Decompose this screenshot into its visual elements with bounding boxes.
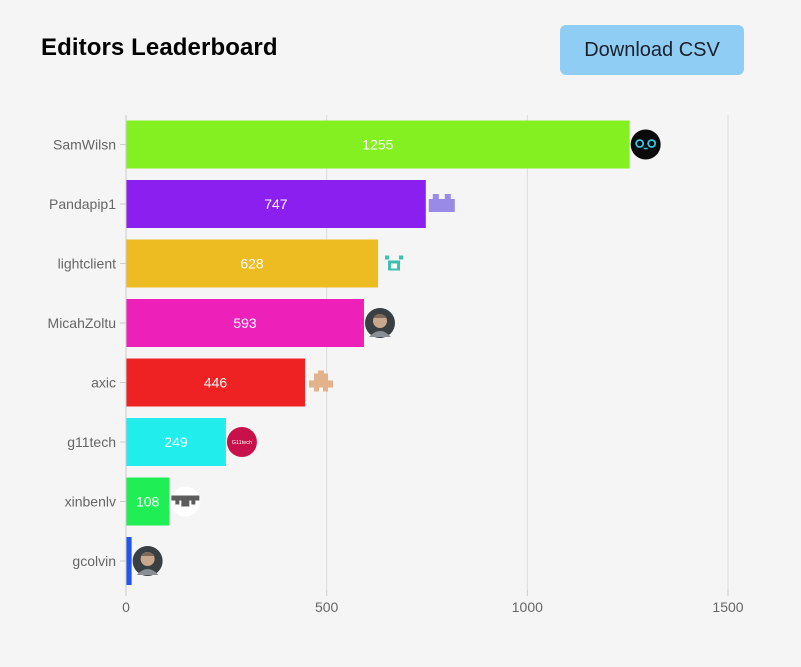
- x-tick-label: 500: [315, 599, 339, 615]
- bar-g11tech[interactable]: [126, 418, 226, 466]
- bar-gcolvin[interactable]: [126, 537, 132, 585]
- bar-value-label: 249: [164, 434, 188, 450]
- x-tick-label: 0: [122, 599, 130, 615]
- category-label: MicahZoltu: [48, 315, 116, 331]
- category-label: xinbenlv: [65, 494, 116, 510]
- g11tech-logo-avatar: G11tech: [226, 427, 257, 457]
- bars: 1255 747 628 593 446 249 108: [126, 120, 630, 585]
- category-label: g11tech: [67, 434, 116, 450]
- x-tick-label: 1000: [512, 599, 543, 615]
- photo-avatar: [132, 546, 163, 576]
- category-label: lightclient: [58, 256, 116, 272]
- x-tick-label: 1500: [712, 599, 743, 615]
- bar-MicahZoltu[interactable]: [126, 299, 364, 347]
- bar-value-label: 1255: [362, 137, 393, 153]
- bar-axic[interactable]: [126, 358, 305, 407]
- bar-SamWilsn[interactable]: [126, 120, 630, 169]
- robot-face-avatar: [630, 129, 661, 160]
- bar-value-label: 446: [204, 375, 228, 391]
- bar-value-label: 747: [264, 196, 288, 212]
- purple-block-avatar: [428, 194, 455, 212]
- category-label: gcolvin: [72, 553, 116, 569]
- category-label: Pandapip1: [49, 196, 116, 212]
- avatars: G11tech: [132, 129, 661, 576]
- category-label: axic: [91, 375, 116, 391]
- download-csv-button[interactable]: Download CSV: [560, 25, 744, 75]
- teal-pixel-avatar: [385, 255, 404, 271]
- bar-Pandapip1[interactable]: [126, 180, 426, 228]
- bar-lightclient[interactable]: [126, 239, 379, 288]
- bar-value-label: 593: [233, 315, 257, 331]
- bar-value-label: 108: [136, 494, 160, 510]
- page-title: Editors Leaderboard: [41, 34, 278, 61]
- bar-value-label: 628: [240, 256, 264, 272]
- gray-pixel-avatar: [170, 486, 201, 517]
- tan-pixel-avatar: [308, 370, 333, 393]
- bar-xinbenlv[interactable]: [126, 477, 170, 526]
- avatar-text: G11tech: [232, 440, 252, 446]
- photo-avatar: [364, 308, 395, 338]
- category-label: SamWilsn: [53, 137, 116, 153]
- axes: 0 500 1000 1500 SamWilsn Pandapip1 lightclient…: [48, 115, 744, 615]
